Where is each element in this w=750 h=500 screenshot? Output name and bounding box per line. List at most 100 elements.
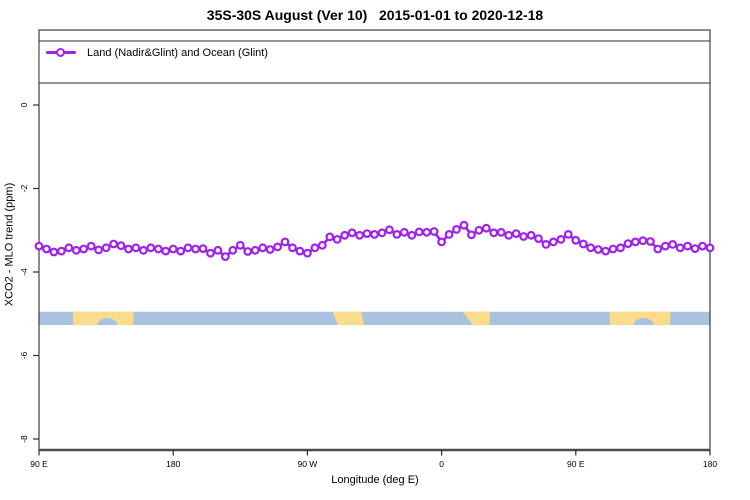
data-point [474, 225, 484, 235]
data-point [489, 228, 499, 238]
y-tick-label: -8 [19, 435, 29, 443]
land-segment-australia-wrap [609, 311, 671, 326]
data-point [377, 228, 387, 238]
data-point [161, 246, 171, 256]
data-point [206, 248, 215, 258]
data-point [437, 237, 447, 247]
data-point [265, 245, 275, 254]
data-point [355, 230, 365, 240]
data-point [34, 241, 44, 251]
data-point [392, 229, 402, 239]
data-point [124, 244, 133, 254]
x-tick-label: 0 [439, 459, 444, 469]
data-point [370, 229, 379, 239]
plot-border [38, 29, 711, 451]
data-point [571, 235, 581, 245]
data-point [273, 242, 283, 252]
data-point [675, 243, 685, 253]
data-series [34, 220, 715, 262]
data-point [399, 227, 409, 237]
data-point [668, 239, 678, 249]
data-point [332, 234, 342, 244]
data-point [325, 232, 335, 242]
data-point [317, 240, 327, 250]
data-point [146, 243, 156, 253]
land-segment-south-america [332, 311, 365, 326]
data-point [660, 241, 670, 251]
x-tick-label: 180 [703, 459, 717, 469]
data-point [586, 243, 596, 253]
data-point [362, 229, 372, 239]
data-point [481, 223, 491, 233]
data-point [563, 229, 573, 239]
data-point [444, 229, 454, 239]
data-point [511, 229, 521, 239]
data-point [109, 239, 118, 249]
data-point [690, 244, 700, 254]
x-tick-label: 90 E [30, 459, 48, 469]
legend-line-marker-icon [46, 48, 76, 57]
data-point [347, 228, 357, 238]
data-point [467, 230, 476, 240]
data-point [623, 239, 633, 249]
data-point [429, 227, 439, 236]
data-point [79, 244, 89, 254]
chart-title: 35S-30S August (Ver 10) 2015-01-01 to 20… [206, 7, 544, 23]
data-point [638, 236, 648, 246]
land-ocean-band [39, 311, 710, 326]
data-point [183, 243, 193, 253]
data-point [526, 230, 536, 240]
x-tick-label: 90 W [297, 459, 317, 469]
data-point [593, 245, 603, 254]
data-point [310, 243, 320, 253]
data-point [496, 227, 506, 237]
data-point [578, 239, 588, 249]
land-segment-southern-africa [462, 311, 491, 326]
data-point [698, 241, 707, 251]
data-point [64, 243, 74, 253]
data-point [86, 241, 96, 251]
data-point [220, 252, 230, 262]
legend-box [38, 40, 711, 84]
data-point [94, 245, 103, 255]
data-point [631, 237, 640, 247]
data-point [452, 224, 461, 234]
data-point [138, 245, 148, 255]
data-point [250, 245, 260, 255]
data-point [131, 243, 141, 253]
data-point [519, 232, 528, 241]
data-point [303, 248, 312, 258]
data-point [422, 227, 432, 237]
data-point [541, 239, 551, 249]
legend-label: Land (Nadir&Glint) and Ocean (Glint) [87, 46, 268, 59]
y-tick-label: -6 [19, 351, 29, 359]
data-point [653, 244, 663, 254]
y-tick-label: 0 [19, 102, 29, 107]
data-point [101, 243, 111, 253]
data-point [258, 243, 268, 253]
land-segment-australia [72, 311, 134, 326]
data-point [295, 246, 305, 256]
data-point [57, 246, 66, 256]
data-point [116, 241, 126, 251]
data-point [683, 241, 692, 251]
data-point [191, 244, 201, 254]
data-point [407, 230, 417, 240]
data-point [601, 246, 610, 256]
data-point [168, 244, 178, 254]
data-point [198, 244, 208, 254]
data-point [280, 237, 290, 247]
data-point [549, 237, 558, 247]
y-tick-label: -2 [19, 184, 29, 192]
data-point [243, 247, 253, 256]
ocean-notch-great-australian-bight-wrap [633, 318, 655, 326]
ocean-band [39, 311, 710, 326]
y-axis-title: XCO2 - MLO trend (ppm) [3, 182, 16, 307]
data-point [504, 230, 514, 240]
data-point [213, 245, 223, 255]
data-point [616, 243, 625, 253]
data-point [459, 220, 469, 230]
legend: Land (Nadir&Glint) and Ocean (Glint) [46, 45, 268, 60]
